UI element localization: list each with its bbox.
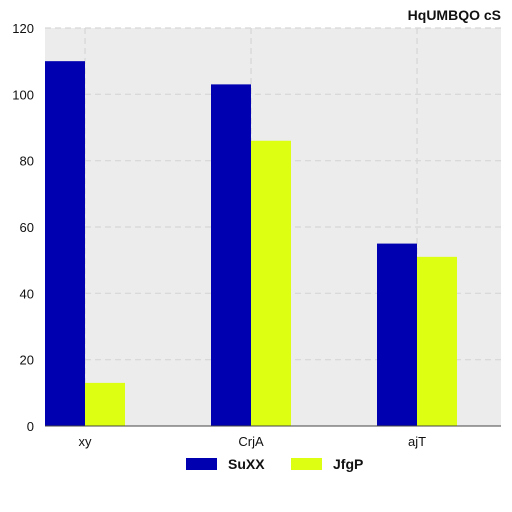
bar-SuXX-xy: [45, 61, 85, 427]
bars: [45, 61, 457, 427]
bar-JfgP-xy: [85, 382, 125, 426]
bar-JfgP-CrjA: [251, 140, 291, 426]
chart-title: HqUMBQO cS: [408, 7, 501, 23]
y-tick-label: 40: [20, 286, 34, 301]
bar-SuXX-CrjA: [211, 84, 251, 426]
y-tick-label: 60: [20, 220, 34, 235]
y-tick-label: 0: [27, 419, 34, 434]
y-tick-label: 120: [12, 21, 34, 36]
x-axis-ticks: xy CrjA ajT: [79, 434, 427, 449]
legend-swatch-SuXX: [186, 458, 217, 470]
legend: SuXX JfgP: [186, 456, 363, 472]
y-tick-label: 20: [20, 353, 34, 368]
x-tick-label: xy: [79, 434, 93, 449]
y-tick-label: 100: [12, 87, 34, 102]
legend-label-SuXX: SuXX: [228, 456, 265, 472]
bar-SuXX-ajT: [377, 243, 417, 426]
x-tick-label: ajT: [408, 434, 426, 449]
y-axis-ticks: 0 20 40 60 80 100 120: [12, 21, 34, 434]
legend-swatch-JfgP: [291, 458, 322, 470]
x-tick-label: CrjA: [238, 434, 264, 449]
bar-JfgP-ajT: [417, 256, 457, 426]
legend-label-JfgP: JfgP: [333, 456, 363, 472]
y-tick-label: 80: [20, 154, 34, 169]
